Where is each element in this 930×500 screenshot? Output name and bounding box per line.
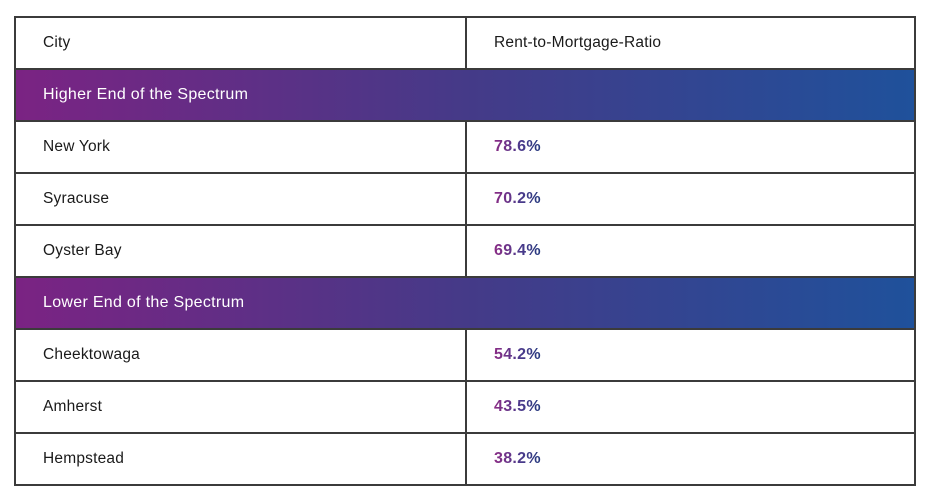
column-header-row: City Rent-to-Mortgage-Ratio [16,18,914,68]
ratio-cell: 70.2% [467,174,914,224]
table-row-new-york: New York 78.6% [16,120,914,172]
ratio-cell: 69.4% [467,226,914,276]
city-name: New York [43,138,111,155]
column-header-ratio-cell: Rent-to-Mortgage-Ratio [467,18,914,68]
column-header-city-cell: City [16,18,467,68]
ratio-cell: 38.2% [467,434,914,484]
ratio-value: 43.5% [494,398,541,415]
city-name: Syracuse [43,190,110,207]
ratio-cell: 43.5% [467,382,914,432]
ratio-cell: 78.6% [467,122,914,172]
section-header-lower-label: Lower End of the Spectrum [43,294,245,311]
column-header-city: City [43,34,71,51]
city-cell: Cheektowaga [16,330,467,380]
city-name: Amherst [43,398,103,415]
table-row-hempstead: Hempstead 38.2% [16,432,914,484]
city-cell: Amherst [16,382,467,432]
table-row-syracuse: Syracuse 70.2% [16,172,914,224]
ratio-value: 54.2% [494,346,541,363]
city-name: Oyster Bay [43,242,122,259]
city-cell: Hempstead [16,434,467,484]
section-header-higher: Higher End of the Spectrum [16,68,914,120]
section-header-higher-label: Higher End of the Spectrum [43,86,249,103]
column-header-ratio: Rent-to-Mortgage-Ratio [494,34,662,51]
ratio-value: 69.4% [494,242,541,259]
table-row-oyster-bay: Oyster Bay 69.4% [16,224,914,276]
ratio-value: 78.6% [494,138,541,155]
city-name: Hempstead [43,450,125,467]
table-row-amherst: Amherst 43.5% [16,380,914,432]
city-name: Cheektowaga [43,346,140,363]
table-row-cheektowaga: Cheektowaga 54.2% [16,328,914,380]
city-cell: Syracuse [16,174,467,224]
city-cell: Oyster Bay [16,226,467,276]
section-header-lower: Lower End of the Spectrum [16,276,914,328]
ratio-value: 70.2% [494,190,541,207]
ratio-cell: 54.2% [467,330,914,380]
rent-to-mortgage-table: City Rent-to-Mortgage-Ratio Higher End o… [14,16,916,486]
city-cell: New York [16,122,467,172]
ratio-value: 38.2% [494,450,541,467]
